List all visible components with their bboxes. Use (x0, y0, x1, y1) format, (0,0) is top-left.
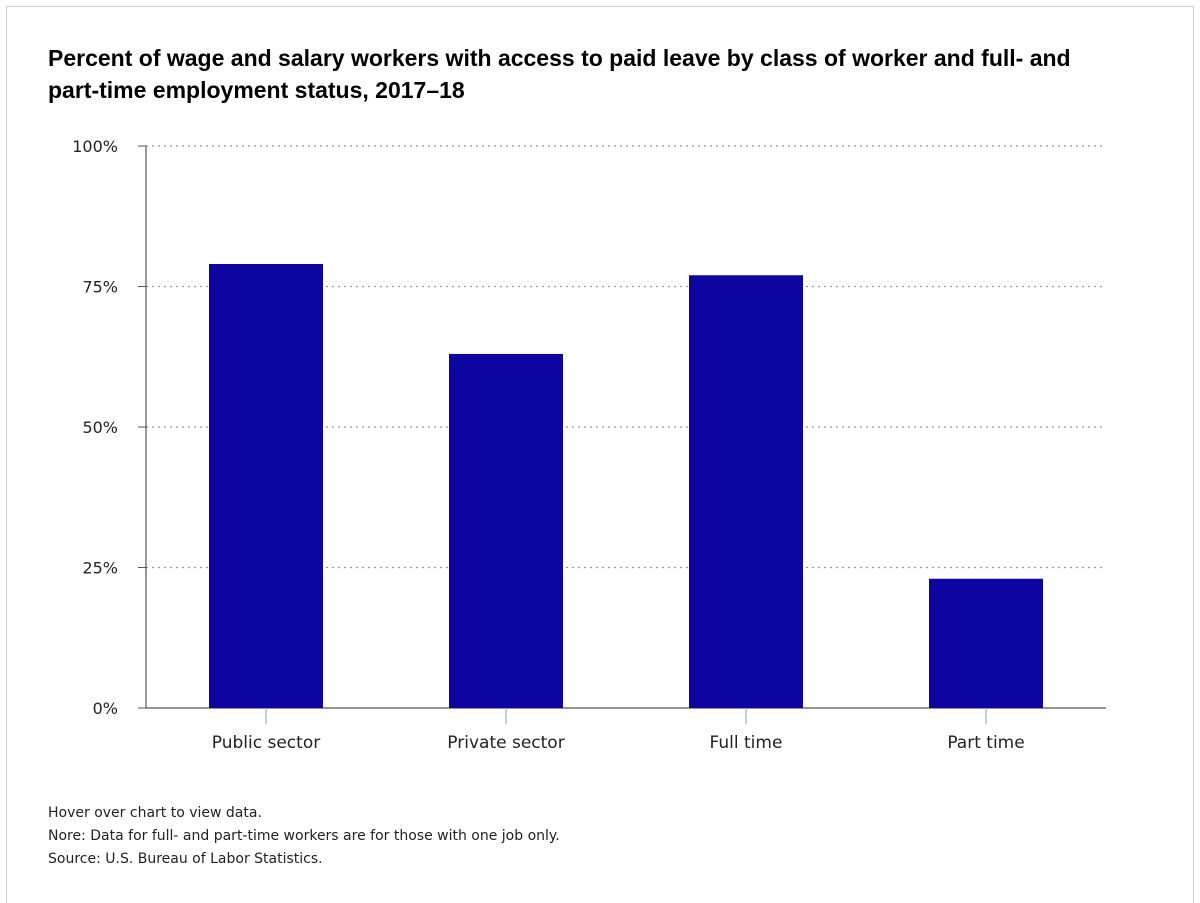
bar-private-sector[interactable] (449, 353, 563, 708)
x-tick-label: Private sector (447, 733, 564, 753)
x-tick-label: Full time (710, 733, 783, 753)
y-tick-label: 75% (82, 278, 118, 297)
bar-part-time[interactable] (929, 578, 1043, 708)
y-tick-label: 0% (93, 699, 118, 718)
tick-labels: 0% 25% 50% 75% 100% Public sector Private sect… (72, 137, 1024, 753)
x-tick-label: Public sector (212, 733, 320, 753)
gridlines (146, 145, 1106, 569)
y-tick-label: 50% (82, 418, 118, 437)
footnotes: Hover over chart to view data. Nore: Dat… (48, 802, 560, 871)
x-tick-label: Part time (947, 733, 1024, 753)
y-tick-label: 100% (72, 137, 118, 156)
bar-full-time[interactable] (689, 275, 803, 708)
hover-note: Hover over chart to view data. (48, 805, 262, 821)
source-note: Source: U.S. Bureau of Labor Statistics. (48, 851, 323, 867)
chart-frame (6, 6, 1194, 903)
bars[interactable] (209, 264, 1043, 708)
chart-title: Percent of wage and salary workers with … (48, 45, 1071, 103)
y-tick-label: 25% (82, 559, 118, 578)
data-note: Nore: Data for full- and part-time worke… (48, 828, 560, 844)
bar-public-sector[interactable] (209, 264, 323, 708)
